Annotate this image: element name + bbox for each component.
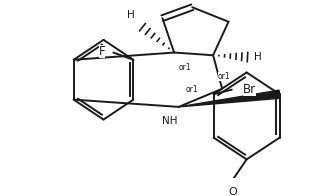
Polygon shape: [179, 90, 280, 107]
Text: Br: Br: [243, 83, 256, 96]
Text: H: H: [127, 10, 135, 20]
Text: O: O: [229, 188, 237, 196]
Text: H: H: [254, 52, 262, 62]
Text: F: F: [99, 45, 105, 58]
Text: or1: or1: [218, 72, 230, 81]
Text: or1: or1: [179, 63, 191, 72]
Text: NH: NH: [162, 116, 178, 126]
Text: or1: or1: [186, 85, 199, 94]
